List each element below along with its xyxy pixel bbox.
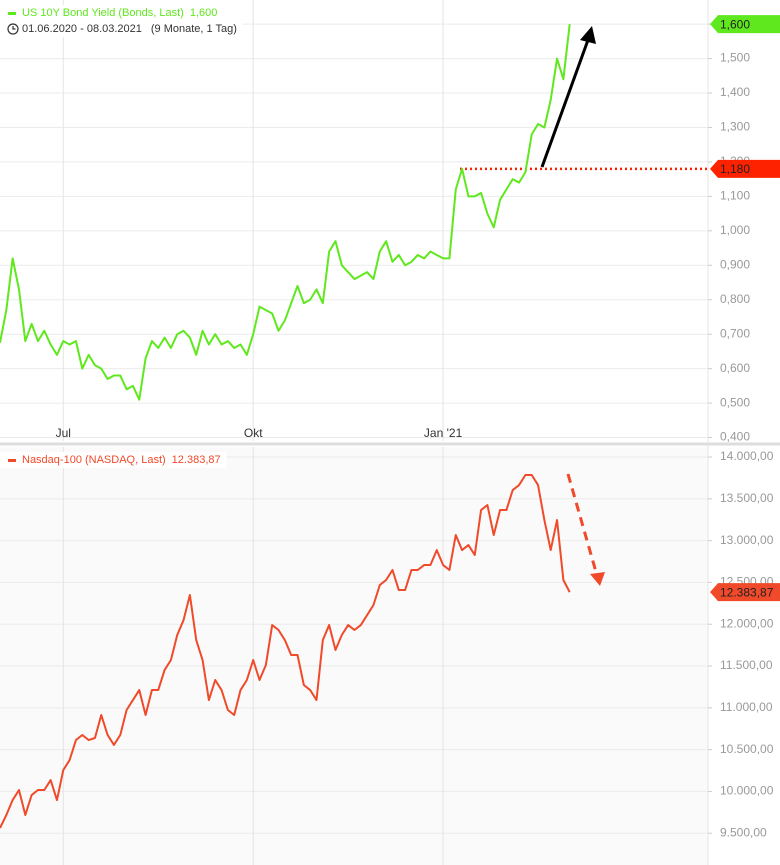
x-tick-label: Jul: [56, 426, 71, 440]
period: (9 Monate, 1 Tag): [151, 23, 237, 35]
legend-label: US 10Y Bond Yield (Bonds, Last): [22, 7, 184, 19]
annotation-arrow: [540, 26, 596, 168]
y-tick-label: 0,700: [720, 326, 750, 340]
legend-swatch: [8, 12, 16, 15]
y-tick-label: 1,300: [720, 120, 750, 134]
legend-bg: [0, 21, 243, 37]
y-tick-label: 14.000,00: [720, 449, 774, 463]
y-tick-label: 11.000,00: [720, 700, 773, 714]
value-badge: [710, 583, 780, 602]
value-badge-label: 1,180: [720, 162, 750, 176]
value-badge: [710, 15, 780, 34]
y-tick-label: 1,000: [720, 223, 750, 237]
series-line: [0, 474, 571, 829]
y-tick-label: 0,500: [720, 395, 750, 409]
annotation-arrow: [566, 473, 605, 586]
x-tick-label: Okt: [244, 426, 263, 440]
value-badge-label: 12.383,87: [720, 585, 774, 599]
y-tick-label: 0,800: [720, 292, 750, 306]
series-line: [0, 24, 571, 401]
legend-bg: [0, 452, 227, 468]
clock-icon: [7, 23, 19, 35]
y-tick-label: 10.000,00: [720, 784, 774, 798]
clock-icon: [12, 26, 16, 30]
y-tick-label: 11.500,00: [720, 658, 773, 672]
y-tick-label: 10.500,00: [720, 742, 774, 756]
y-tick-label: 12.000,00: [720, 616, 774, 630]
y-tick-label: 13.000,00: [720, 533, 774, 547]
lower-panel-bg: [0, 447, 708, 865]
legend-swatch: [8, 459, 16, 462]
y-tick-label: 0,900: [720, 257, 750, 271]
legend-bg: [0, 5, 224, 21]
date-range: 01.06.2020 - 08.03.2021: [22, 23, 142, 35]
x-tick-label: Jan '21: [424, 426, 463, 440]
y-tick-label: 1,500: [720, 51, 750, 65]
value-badge: [710, 159, 780, 178]
value-badge-label: 1,600: [720, 17, 750, 31]
legend-label: Nasdaq-100 (NASDAQ, Last): [22, 454, 166, 466]
y-tick-label: 1,400: [720, 85, 750, 99]
y-tick-label: 9.500,00: [720, 825, 767, 839]
y-tick-label: 1,100: [720, 189, 750, 203]
legend-value: 1,600: [190, 7, 218, 19]
legend-value: 12.383,87: [172, 454, 221, 466]
y-tick-label: 0,400: [720, 430, 750, 444]
y-tick-label: 13.500,00: [720, 491, 774, 505]
y-tick-label: 0,600: [720, 361, 750, 375]
